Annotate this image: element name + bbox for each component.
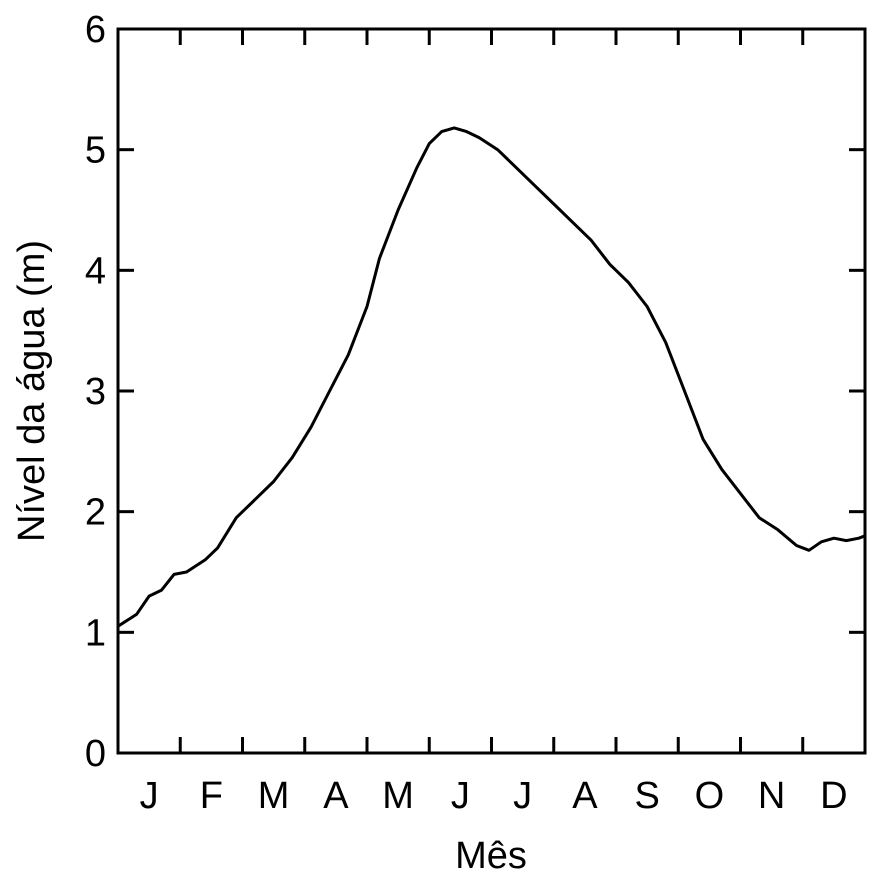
y-tick-label: 0: [85, 733, 106, 775]
tick-marks: [118, 29, 865, 753]
y-axis-title: Nível da água (m): [11, 240, 53, 542]
x-tick-label-month: M: [258, 775, 290, 817]
x-tick-label-month: J: [513, 775, 532, 817]
y-tick-label: 1: [85, 612, 106, 654]
x-tick-label-month: D: [820, 775, 847, 817]
y-tick-label: 6: [85, 9, 106, 51]
x-axis-title: Mês: [455, 835, 527, 874]
y-tick-label: 5: [85, 130, 106, 172]
x-tick-label-month: J: [451, 775, 470, 817]
x-tick-label-month: S: [634, 775, 659, 817]
x-tick-label-month: A: [572, 775, 598, 817]
x-tick-label-month: A: [323, 775, 349, 817]
x-tick-label-month: J: [140, 775, 159, 817]
x-tick-label-month: N: [758, 775, 785, 817]
y-tick-label: 3: [85, 371, 106, 413]
x-tick-label-month: F: [200, 775, 223, 817]
x-tick-label-month: O: [695, 775, 725, 817]
y-tick-label: 4: [85, 250, 106, 292]
y-tick-label: 2: [85, 492, 106, 534]
plot-frame: [116, 27, 867, 755]
x-tick-label-month: M: [382, 775, 414, 817]
water-level-line: [117, 126, 866, 628]
